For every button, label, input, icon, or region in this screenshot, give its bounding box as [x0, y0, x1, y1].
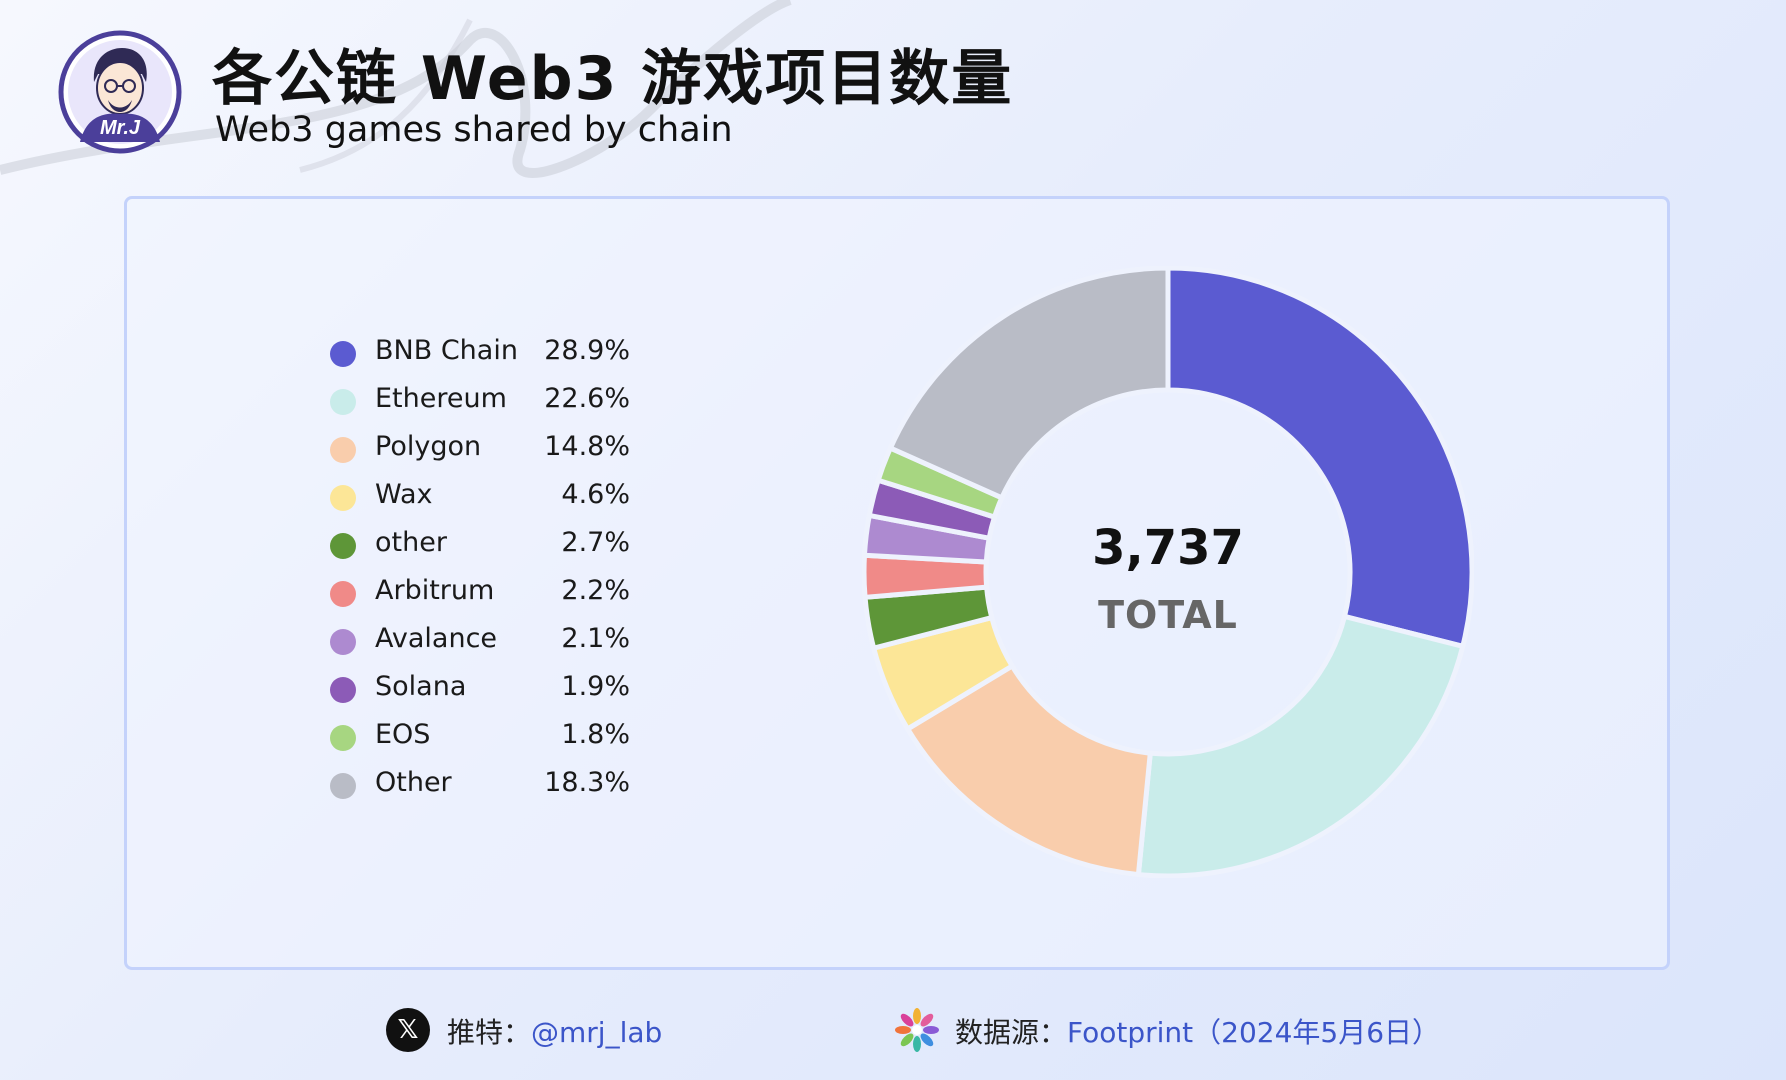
- twitter-label: 推特：: [447, 1016, 532, 1049]
- legend-value: 1.9%: [561, 671, 630, 702]
- legend-label: Solana: [375, 671, 467, 702]
- legend-item: Solana 1.9%: [330, 667, 630, 715]
- legend-value: 1.8%: [561, 719, 630, 750]
- legend-item: Polygon 14.8%: [330, 427, 630, 475]
- legend-value: 28.9%: [544, 335, 630, 366]
- legend-swatch: [330, 629, 356, 655]
- legend-swatch: [330, 581, 356, 607]
- legend-value: 18.3%: [544, 767, 630, 798]
- legend-label: other: [375, 527, 447, 558]
- legend-item: Arbitrum 2.2%: [330, 571, 630, 619]
- page-title: 各公链 Web3 游戏项目数量: [212, 44, 1014, 114]
- x-twitter-icon: 𝕏: [386, 1008, 430, 1052]
- author-avatar-logo: Mr.J: [58, 30, 182, 154]
- legend-swatch: [330, 773, 356, 799]
- legend-swatch: [330, 437, 356, 463]
- legend-label: Wax: [375, 479, 433, 510]
- legend-item: EOS 1.8%: [330, 715, 630, 763]
- footprint-logo-icon: [895, 1008, 939, 1052]
- twitter-handle-link[interactable]: @mrj_lab: [531, 1016, 663, 1049]
- legend-value: 22.6%: [544, 383, 630, 414]
- source-label: 数据源：: [955, 1016, 1068, 1049]
- legend-label: BNB Chain: [375, 335, 518, 366]
- footer-source: 数据源：Footprint（2024年5月6日）: [955, 1011, 1440, 1051]
- donut-slice: [1135, 613, 1466, 878]
- legend-swatch: [330, 485, 356, 511]
- legend-item: BNB Chain 28.9%: [330, 331, 630, 379]
- legend-item: Ethereum 22.6%: [330, 379, 630, 427]
- legend-label: Polygon: [375, 431, 482, 462]
- legend-label: Other: [375, 767, 452, 798]
- source-value-link[interactable]: Footprint（2024年5月6日）: [1067, 1016, 1441, 1049]
- legend-label: EOS: [375, 719, 431, 750]
- legend-item: Avalance 2.1%: [330, 619, 630, 667]
- legend-label: Arbitrum: [375, 575, 495, 606]
- legend-value: 2.1%: [561, 623, 630, 654]
- total-value: 3,737: [1092, 520, 1244, 576]
- total-label: TOTAL: [1098, 593, 1238, 637]
- legend-swatch: [330, 341, 356, 367]
- legend-label: Ethereum: [375, 383, 507, 414]
- donut-slice: [887, 266, 1171, 501]
- donut-chart: [862, 266, 1474, 878]
- legend-value: 14.8%: [544, 431, 630, 462]
- chart-legend: BNB Chain 28.9% Ethereum 22.6% Polygon 14.8% W…: [330, 331, 630, 811]
- footer-twitter: 推特：@mrj_lab: [447, 1011, 662, 1051]
- legend-item: Wax 4.6%: [330, 475, 630, 523]
- avatar-text: Mr.J: [100, 117, 141, 139]
- legend-item: Other 18.3%: [330, 763, 630, 811]
- legend-swatch: [330, 389, 356, 415]
- legend-value: 2.7%: [561, 527, 630, 558]
- legend-label: Avalance: [375, 623, 498, 654]
- legend-value: 4.6%: [561, 479, 630, 510]
- legend-swatch: [330, 533, 356, 559]
- donut-slice: [1165, 266, 1474, 649]
- legend-value: 2.2%: [561, 575, 630, 606]
- legend-swatch: [330, 725, 356, 751]
- page-subtitle: Web3 games shared by chain: [215, 110, 733, 150]
- legend-swatch: [330, 677, 356, 703]
- legend-item: other 2.7%: [330, 523, 630, 571]
